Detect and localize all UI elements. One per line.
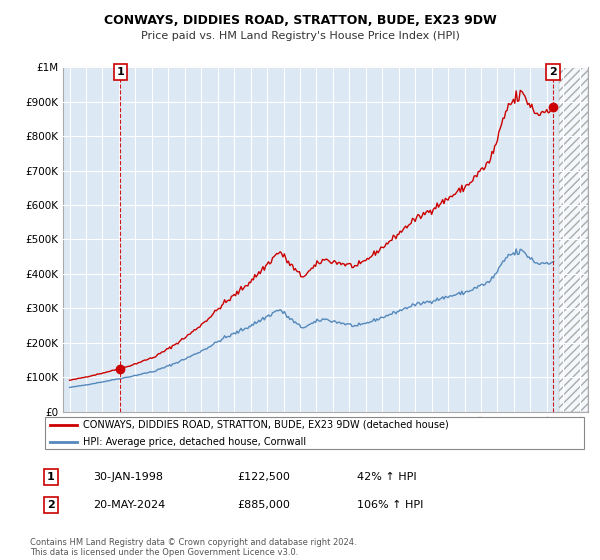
Text: 42% ↑ HPI: 42% ↑ HPI: [357, 472, 416, 482]
Text: 2: 2: [549, 67, 557, 77]
Text: Contains HM Land Registry data © Crown copyright and database right 2024.
This d: Contains HM Land Registry data © Crown c…: [30, 538, 356, 557]
Text: £122,500: £122,500: [237, 472, 290, 482]
Text: HPI: Average price, detached house, Cornwall: HPI: Average price, detached house, Corn…: [83, 437, 306, 447]
Text: 1: 1: [116, 67, 124, 77]
Text: 20-MAY-2024: 20-MAY-2024: [93, 500, 165, 510]
Text: 106% ↑ HPI: 106% ↑ HPI: [357, 500, 424, 510]
Text: 2: 2: [47, 500, 55, 510]
Text: 30-JAN-1998: 30-JAN-1998: [93, 472, 163, 482]
Text: 1: 1: [47, 472, 55, 482]
FancyBboxPatch shape: [45, 417, 584, 450]
Text: CONWAYS, DIDDIES ROAD, STRATTON, BUDE, EX23 9DW: CONWAYS, DIDDIES ROAD, STRATTON, BUDE, E…: [104, 14, 496, 27]
Text: £885,000: £885,000: [237, 500, 290, 510]
Text: CONWAYS, DIDDIES ROAD, STRATTON, BUDE, EX23 9DW (detached house): CONWAYS, DIDDIES ROAD, STRATTON, BUDE, E…: [83, 420, 449, 430]
Text: Price paid vs. HM Land Registry's House Price Index (HPI): Price paid vs. HM Land Registry's House …: [140, 31, 460, 41]
